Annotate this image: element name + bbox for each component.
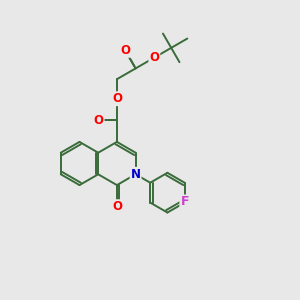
Text: O: O (112, 92, 122, 105)
Text: N: N (130, 168, 141, 181)
Text: O: O (121, 44, 131, 57)
Text: F: F (180, 196, 189, 208)
Text: O: O (112, 200, 122, 213)
Text: O: O (149, 51, 159, 64)
Text: O: O (94, 114, 103, 127)
